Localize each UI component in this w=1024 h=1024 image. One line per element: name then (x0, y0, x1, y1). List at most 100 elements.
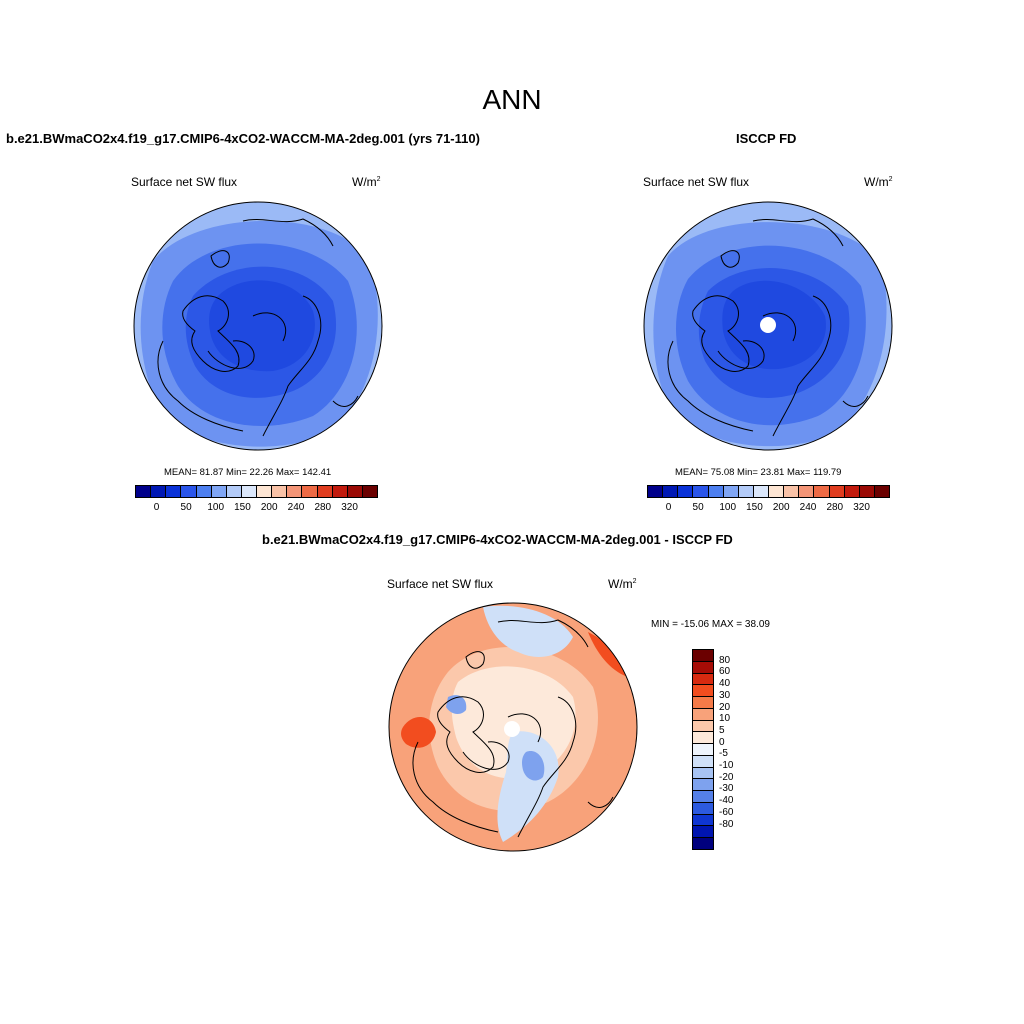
colorbar-tick-label: 200 (772, 502, 790, 513)
diff-colorbar (692, 649, 714, 850)
model-colorbar (135, 485, 378, 498)
colorbar-tick-label: 240 (799, 502, 817, 513)
colorbar-tick-label: 100 (207, 502, 225, 513)
obs-variable-label: Surface net SW flux (643, 175, 750, 189)
colorbar-tick-label: 80 (719, 654, 731, 666)
colorbar-swatch (693, 707, 713, 720)
colorbar-swatch (301, 486, 317, 497)
colorbar-swatch (225, 486, 241, 497)
colorbar-swatch (707, 486, 723, 497)
colorbar-swatch (693, 719, 713, 732)
diff-units-label: W/m2 (608, 577, 637, 591)
colorbar-tick-label: 280 (826, 502, 844, 513)
diff-polar-map (388, 602, 638, 852)
colorbar-swatch (693, 731, 713, 744)
colorbar-swatch (783, 486, 799, 497)
colorbar-tick-label: 50 (692, 502, 704, 513)
colorbar-swatch (693, 672, 713, 685)
model-stats: MEAN= 81.87 Min= 22.26 Max= 142.41 (164, 467, 332, 478)
diff-variable-label: Surface net SW flux (387, 577, 494, 591)
colorbar-tick-label: 320 (853, 502, 870, 513)
colorbar-tick-label: 240 (287, 502, 305, 513)
colorbar-swatch (722, 486, 738, 497)
coastlines (412, 619, 614, 838)
colorbar-swatch (136, 486, 151, 497)
colorbar-tick-label: 200 (260, 502, 278, 513)
colorbar-tick-label: -20 (719, 771, 734, 783)
colorbar-swatch (693, 837, 713, 850)
obs-panel-title: ISCCP FD (736, 131, 797, 146)
colorbar-swatch (843, 486, 859, 497)
colorbar-swatch (858, 486, 874, 497)
colorbar-swatch (361, 486, 377, 497)
model-colorbar-labels: 0 50 100 150 200 240 280 320 (135, 502, 376, 514)
coastlines (157, 218, 359, 437)
obs-units-label: W/m2 (864, 175, 893, 189)
missing-data-hole (760, 317, 776, 333)
colorbar-swatch (693, 790, 713, 802)
colorbar-swatch (240, 486, 256, 497)
colorbar-swatch (828, 486, 844, 497)
diff-panel-title: b.e21.BWmaCO2x4.f19_g17.CMIP6-4xCO2-WACC… (262, 532, 733, 547)
colorbar-tick-label: 5 (719, 724, 725, 736)
colorbar-swatch (286, 486, 302, 497)
colorbar-tick-label: 20 (719, 701, 731, 713)
map-hot-field-2 (588, 632, 628, 677)
colorbar-swatch (693, 766, 713, 779)
obs-colorbar-labels: 0 50 100 150 200 240 280 320 (647, 502, 888, 514)
coastlines (667, 218, 869, 437)
colorbar-swatch (693, 650, 713, 661)
colorbar-swatch (677, 486, 693, 497)
colorbar-swatch (256, 486, 272, 497)
colorbar-tick-label: -5 (719, 748, 728, 760)
map-cool-field-2 (497, 731, 559, 842)
colorbar-swatch (693, 778, 713, 791)
colorbar-swatch (692, 486, 708, 497)
colorbar-tick-label: 280 (314, 502, 332, 513)
colorbar-swatch (873, 486, 889, 497)
colorbar-swatch (752, 486, 768, 497)
model-units-label: W/m2 (352, 175, 381, 189)
map-hot-field (401, 716, 436, 748)
colorbar-swatch (346, 486, 362, 497)
colorbar-tick-label: 320 (341, 502, 358, 513)
colorbar-swatch (693, 660, 713, 673)
colorbar-swatch (331, 486, 347, 497)
model-variable-label: Surface net SW flux (131, 175, 238, 189)
colorbar-tick-label: -30 (719, 783, 734, 795)
diff-colorbar-labels: 80 60 40 30 20 10 5 0 -5 -10 -20 -30 -40 -60 -80 (719, 649, 759, 848)
colorbar-tick-label: 50 (180, 502, 192, 513)
colorbar-swatch (662, 486, 678, 497)
colorbar-swatch (165, 486, 181, 497)
colorbar-swatch (813, 486, 829, 497)
colorbar-swatch (195, 486, 211, 497)
colorbar-swatch (737, 486, 753, 497)
colorbar-swatch (648, 486, 663, 497)
colorbar-tick-label: 40 (719, 678, 731, 690)
colorbar-swatch (693, 825, 713, 838)
map-cold-field (522, 751, 545, 781)
colorbar-swatch (768, 486, 784, 497)
colorbar-tick-label: -60 (719, 806, 734, 818)
diff-stats: MIN = -15.06 MAX = 38.09 (651, 619, 770, 630)
model-polar-map (133, 201, 383, 451)
colorbar-tick-label: 60 (719, 666, 731, 678)
colorbar-tick-label: 0 (153, 502, 160, 513)
colorbar-tick-label: -80 (719, 818, 734, 830)
colorbar-swatch (693, 696, 713, 708)
main-title: ANN (482, 84, 542, 115)
missing-data-hole (504, 721, 520, 737)
obs-stats: MEAN= 75.08 Min= 23.81 Max= 119.79 (675, 467, 842, 478)
model-panel-title: b.e21.BWmaCO2x4.f19_g17.CMIP6-4xCO2-WACC… (6, 131, 480, 146)
obs-colorbar (647, 485, 890, 498)
colorbar-tick-label: 100 (719, 502, 737, 513)
colorbar-tick-label: 10 (719, 713, 731, 725)
colorbar-tick-label: 0 (665, 502, 672, 513)
colorbar-swatch (693, 754, 713, 767)
map-cool-field (483, 605, 573, 657)
obs-polar-map (643, 201, 893, 451)
colorbar-tick-label: 150 (746, 502, 763, 513)
colorbar-swatch (150, 486, 166, 497)
colorbar-tick-label: 30 (719, 689, 731, 701)
colorbar-tick-label: 150 (234, 502, 251, 513)
